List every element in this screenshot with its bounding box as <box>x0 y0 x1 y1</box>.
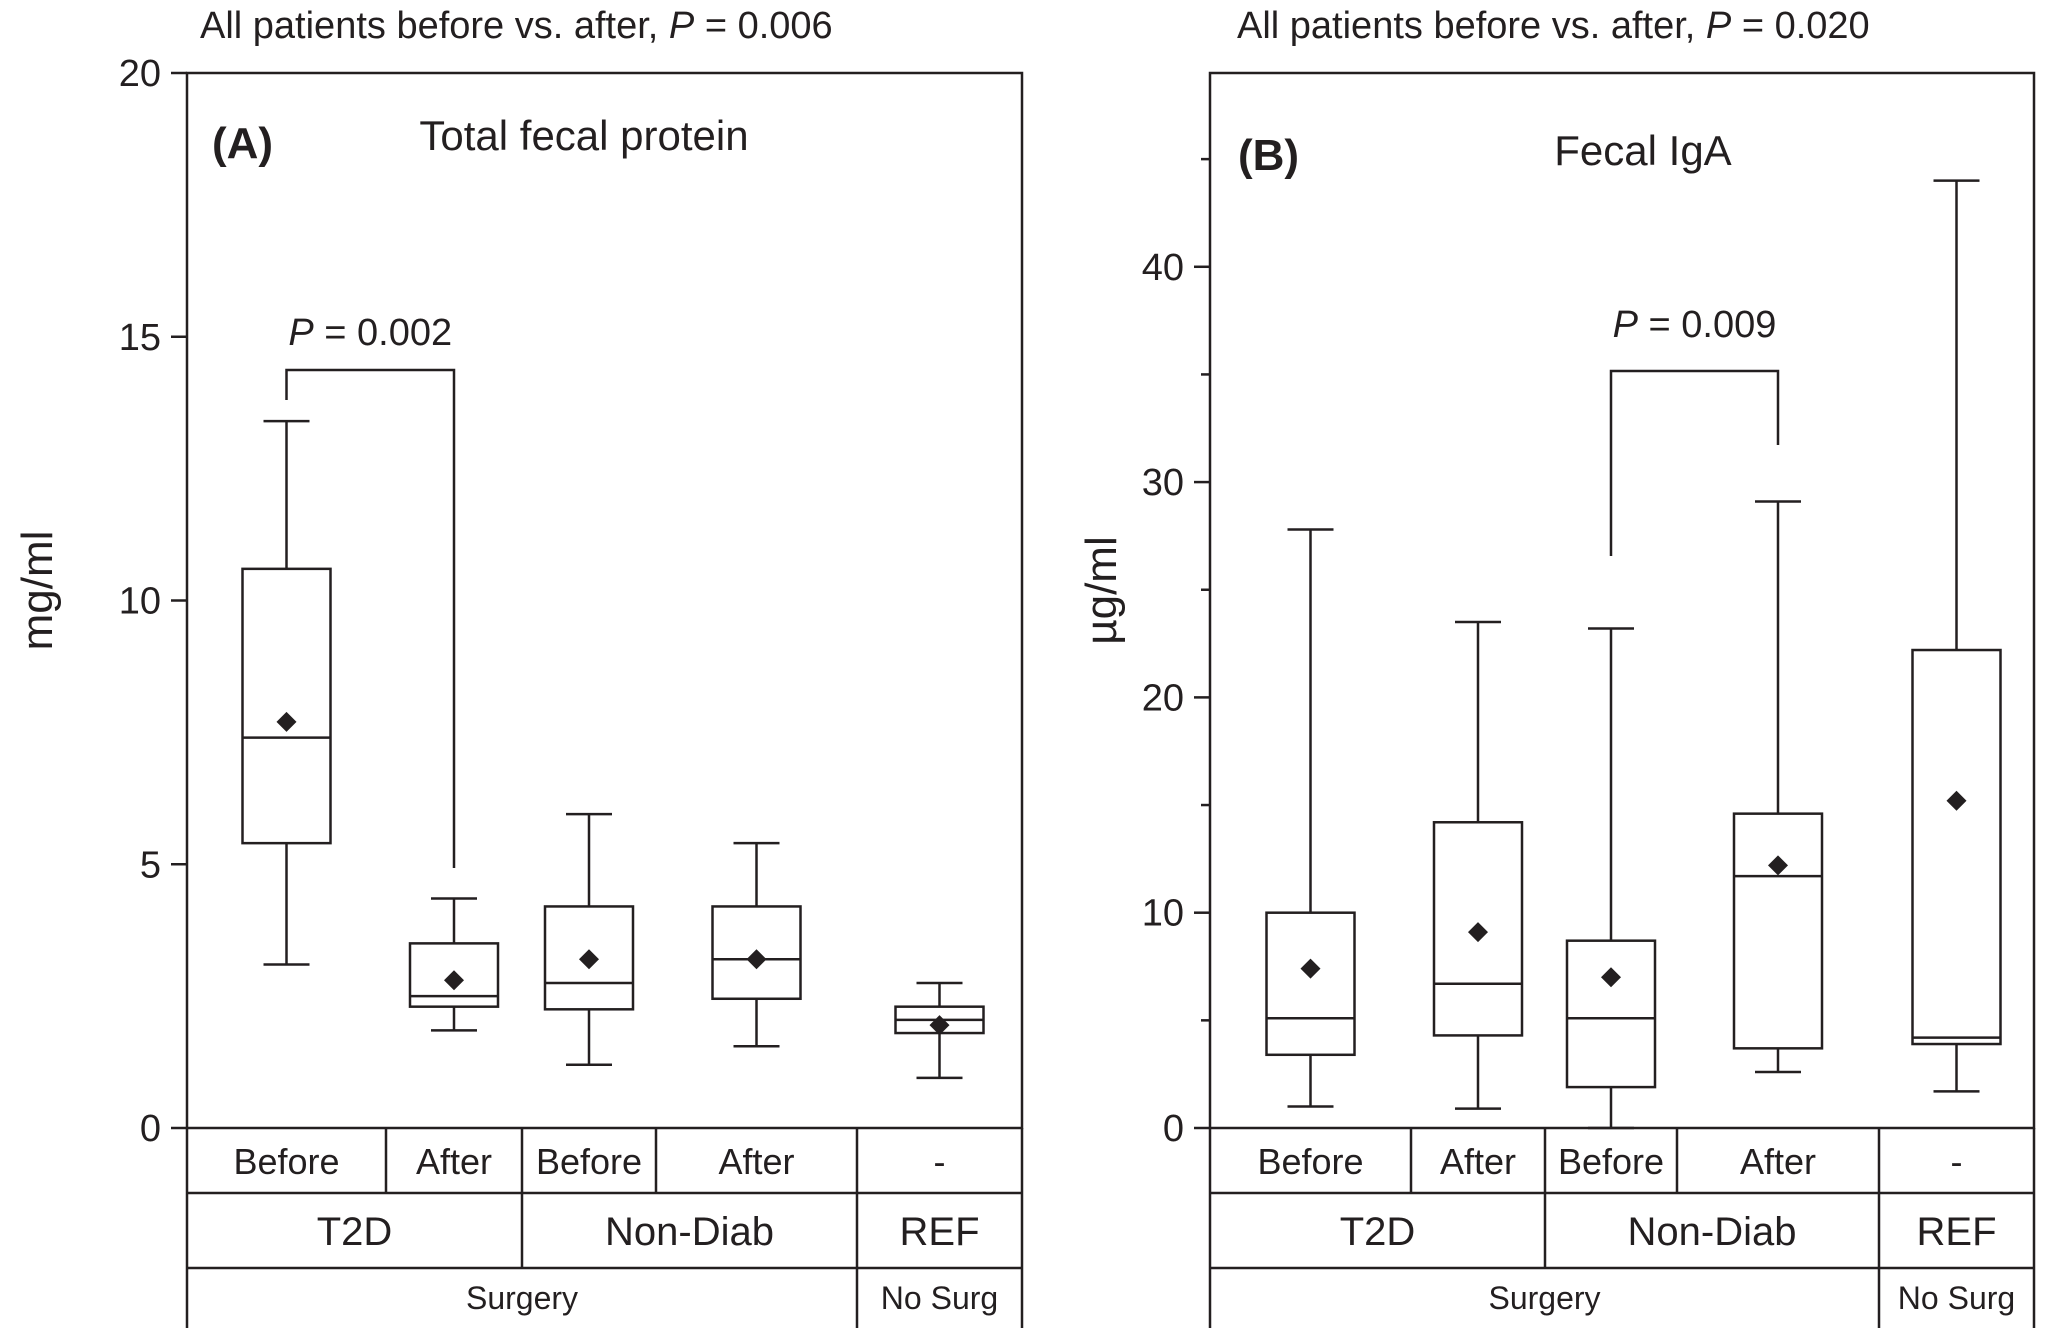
category-label: Before <box>1257 1141 1363 1182</box>
y-tick-label: 5 <box>140 844 161 886</box>
y-tick-label: 20 <box>1142 677 1184 719</box>
mean-marker <box>1946 790 1967 811</box>
y-tick-label: 0 <box>140 1108 161 1150</box>
iqr-box <box>1265 911 1356 1057</box>
y-tick-label: 10 <box>1142 893 1184 935</box>
panel-label: (A) <box>212 119 273 168</box>
chart-title: Fecal IgA <box>1554 127 1731 174</box>
box-1 <box>1265 528 1356 1108</box>
header-text: All patients before vs. after, <box>200 5 669 47</box>
mean-marker <box>929 1015 950 1036</box>
iqr-box <box>1432 821 1524 1037</box>
category-label: After <box>1440 1141 1516 1182</box>
category-label: After <box>416 1141 492 1182</box>
panel-header: All patients before vs. after, P = 0.020 <box>1237 5 1870 47</box>
header-p-label: P <box>669 5 695 47</box>
box-5 <box>1911 179 2002 1093</box>
mean-marker <box>276 711 297 732</box>
category-label: - <box>1951 1141 1963 1182</box>
y-tick-label: 40 <box>1142 247 1184 289</box>
mean-marker <box>1601 967 1621 988</box>
box-3 <box>1565 627 1657 1130</box>
mean-marker <box>1468 922 1488 943</box>
header-p-value: = 0.020 <box>1731 5 1869 47</box>
iqr-box <box>1911 648 2002 1046</box>
comparison-p-value: = 0.009 <box>1638 304 1776 346</box>
header-text: All patients before vs. after, <box>1237 5 1706 47</box>
supergroup-label: Surgery <box>466 1280 578 1316</box>
panel-header: All patients before vs. after, P = 0.006 <box>200 5 833 47</box>
box-1 <box>241 419 332 966</box>
panel-a: All patients before vs. after, P = 0.006… <box>13 5 1024 1328</box>
category-label: After <box>718 1141 794 1182</box>
iqr-box <box>1732 812 1824 1050</box>
comparison-bracket <box>1609 369 1780 556</box>
comparison-p-label: P <box>288 312 314 354</box>
mean-marker <box>1768 855 1788 876</box>
group-label: T2D <box>1340 1210 1416 1254</box>
category-label: Before <box>1558 1141 1664 1182</box>
header-p-value: = 0.006 <box>694 5 832 47</box>
category-label: After <box>1740 1141 1816 1182</box>
category-label: - <box>934 1141 946 1182</box>
iqr-box <box>1565 939 1657 1089</box>
supergroup-label: Surgery <box>1488 1280 1600 1316</box>
y-tick-label: 0 <box>1163 1108 1184 1150</box>
panel-b: All patients before vs. after, P = 0.020… <box>1077 5 2036 1328</box>
comparison-bracket <box>285 368 456 868</box>
chart-title: Total fecal protein <box>419 112 748 159</box>
group-label: REF <box>1917 1210 1997 1254</box>
supergroup-label: No Surg <box>881 1280 998 1316</box>
group-label: REF <box>900 1210 980 1254</box>
box-2 <box>1432 620 1524 1110</box>
box-4 <box>1732 500 1824 1074</box>
box-5 <box>894 981 985 1080</box>
comparison-p-label: P <box>1613 304 1639 346</box>
comparison-label: P = 0.002 <box>288 312 452 354</box>
y-tick-label: 20 <box>119 53 161 95</box>
box-3 <box>543 812 635 1066</box>
comparison-p-value: = 0.002 <box>314 312 452 354</box>
mean-marker <box>579 949 599 970</box>
category-table: Before After Before After - T2D Non-Diab REF Sur… <box>185 1128 1024 1328</box>
group-label: Non-Diab <box>1628 1210 1797 1254</box>
category-label: Before <box>536 1141 642 1182</box>
y-axis-label: µg/ml <box>1077 536 1126 644</box>
box-4 <box>711 841 802 1048</box>
category-label: Before <box>233 1141 339 1182</box>
mean-marker <box>746 949 767 970</box>
box-2 <box>408 897 500 1032</box>
comparison-label: P = 0.009 <box>1613 304 1777 346</box>
mean-marker <box>1300 958 1321 979</box>
y-tick-label: 15 <box>119 317 161 359</box>
mean-marker <box>444 970 464 991</box>
y-axis-label: mg/ml <box>13 531 62 651</box>
group-label: Non-Diab <box>605 1210 774 1254</box>
panel-label: (B) <box>1238 131 1299 180</box>
header-p-label: P <box>1706 5 1732 47</box>
category-table: Before After Before After - T2D Non-Diab REF Sur… <box>1208 1128 2036 1328</box>
group-label: T2D <box>317 1210 393 1254</box>
supergroup-label: No Surg <box>1898 1280 2015 1316</box>
y-tick-label: 10 <box>119 581 161 623</box>
y-tick-label: 30 <box>1142 462 1184 504</box>
iqr-box <box>241 567 332 845</box>
